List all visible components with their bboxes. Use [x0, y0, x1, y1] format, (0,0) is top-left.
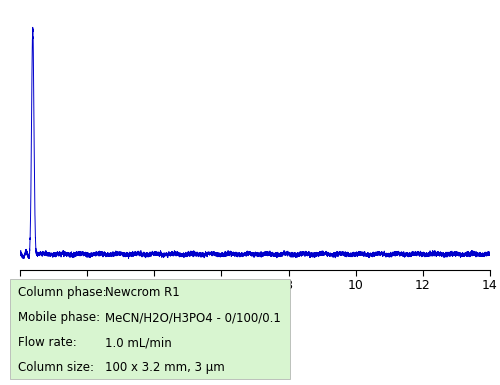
Text: 100 x 3.2 mm, 3 μm: 100 x 3.2 mm, 3 μm	[105, 362, 225, 375]
Text: Column size:: Column size:	[18, 362, 94, 375]
Text: Newcrom R1: Newcrom R1	[105, 286, 180, 300]
Text: Mobile phase:: Mobile phase:	[18, 311, 100, 325]
Text: Column phase:: Column phase:	[18, 286, 106, 300]
Text: 1.0 mL/min: 1.0 mL/min	[105, 336, 172, 350]
Text: MeCN/H2O/H3PO4 - 0/100/0.1: MeCN/H2O/H3PO4 - 0/100/0.1	[105, 311, 281, 325]
Text: Flow rate:: Flow rate:	[18, 336, 76, 350]
